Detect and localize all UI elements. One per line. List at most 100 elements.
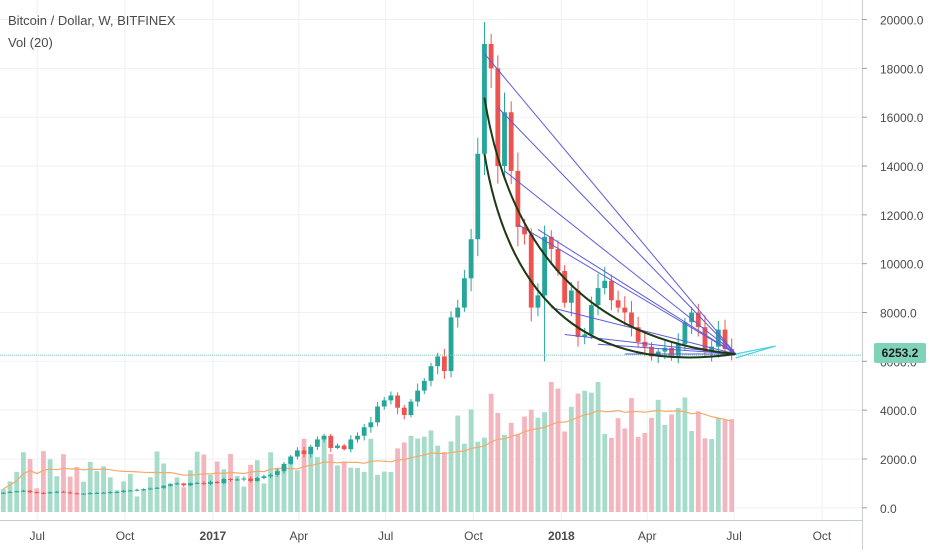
volume-bar: [20, 452, 26, 512]
volume-bar: [575, 393, 581, 512]
volume-bar: [421, 436, 427, 512]
candle-body: [154, 487, 160, 489]
arc-line: [483, 153, 736, 359]
volume-bar: [234, 475, 240, 512]
candle-body: [194, 482, 200, 484]
volume-bar: [214, 461, 220, 512]
candle-body: [575, 290, 581, 337]
volume-bar: [401, 442, 407, 512]
candle-body: [161, 485, 167, 488]
volume-bar: [435, 445, 441, 512]
candle-body: [0, 492, 6, 494]
volume-bar: [134, 496, 140, 512]
candle-body: [361, 427, 367, 436]
candle-body: [682, 322, 688, 345]
volume-bar: [67, 476, 73, 512]
candle-body: [87, 493, 93, 495]
candle-body: [522, 227, 527, 235]
volume-bar: [615, 418, 621, 512]
y-tick-label: 2000.0: [880, 453, 917, 467]
candle-body: [41, 492, 46, 494]
candle-body: [542, 236, 548, 296]
volume-bar: [361, 471, 367, 512]
candle-body: [174, 483, 180, 485]
candle-body: [67, 492, 73, 494]
x-tick-label: Apr: [638, 529, 657, 543]
x-tick-label: Oct: [116, 529, 135, 543]
candle-body: [609, 280, 614, 301]
volume-bar: [167, 483, 173, 512]
volume-bar: [294, 470, 300, 512]
volume-bar: [281, 470, 287, 512]
candle-body: [167, 484, 173, 486]
candle-body: [308, 446, 314, 455]
candle-body: [321, 435, 327, 440]
volume-bar: [41, 451, 46, 512]
volume-bar: [381, 471, 387, 512]
fan-line: [504, 170, 737, 355]
volume-bar: [368, 438, 374, 512]
volume-bar: [629, 398, 634, 512]
candle-body: [602, 280, 608, 289]
volume-bar: [675, 407, 681, 512]
volume-bar: [194, 451, 200, 512]
candle-body: [107, 492, 113, 494]
candle-body: [548, 236, 554, 250]
volume-bar: [502, 434, 507, 512]
candle-body: [348, 439, 354, 450]
volume-bar: [722, 419, 728, 512]
volume-bar: [34, 488, 40, 512]
candle-body: [61, 491, 66, 493]
symbol-title[interactable]: Bitcoin / Dollar, W, BITFINEX: [8, 13, 176, 28]
candle-body: [134, 489, 140, 491]
candle-body: [127, 490, 133, 492]
volume-bar: [27, 459, 33, 512]
volume-bar: [121, 481, 127, 512]
volume-bar: [441, 452, 447, 512]
volume-bar: [87, 461, 93, 512]
y-tick-label: 10000.0: [880, 258, 924, 272]
candle-body: [588, 305, 594, 335]
volume-bar: [248, 464, 253, 512]
candle-body: [314, 439, 320, 447]
volume-bar: [482, 437, 487, 512]
volume-bar: [515, 434, 521, 512]
volume-bar: [562, 431, 568, 512]
volume-bar: [321, 435, 327, 512]
volume-bar: [568, 406, 574, 512]
candle-body: [335, 445, 340, 448]
volume-bar: [695, 411, 701, 512]
candle-body: [27, 490, 33, 493]
candle-body: [622, 307, 628, 313]
y-tick-label: 4000.0: [880, 404, 917, 418]
candle-body: [401, 407, 407, 416]
volume-bar: [314, 457, 320, 512]
volume-bar: [348, 467, 354, 512]
volume-bar: [101, 466, 106, 512]
candle-body: [328, 435, 334, 448]
candle-body: [441, 356, 447, 372]
candle-body: [715, 329, 721, 347]
candle-body: [475, 153, 481, 240]
volume-bar: [355, 467, 360, 512]
volume-bar: [341, 461, 347, 512]
fan-line: [537, 229, 736, 355]
volume-bar: [254, 460, 260, 512]
candle-body: [448, 317, 454, 372]
volume-indicator-label[interactable]: Vol (20): [8, 35, 53, 50]
volume-bar: [709, 439, 715, 512]
candle-body: [14, 491, 20, 493]
candle-body: [595, 288, 601, 306]
candle-body: [502, 112, 507, 167]
candle-body: [468, 239, 474, 279]
volume-bar: [0, 488, 6, 512]
x-tick-label: Oct: [813, 529, 832, 543]
volume-bar: [395, 448, 400, 512]
candle-body: [662, 347, 668, 352]
candle-body: [515, 170, 521, 228]
candle-body: [301, 450, 307, 455]
volume-bar: [228, 453, 233, 512]
candle-body: [709, 346, 715, 352]
